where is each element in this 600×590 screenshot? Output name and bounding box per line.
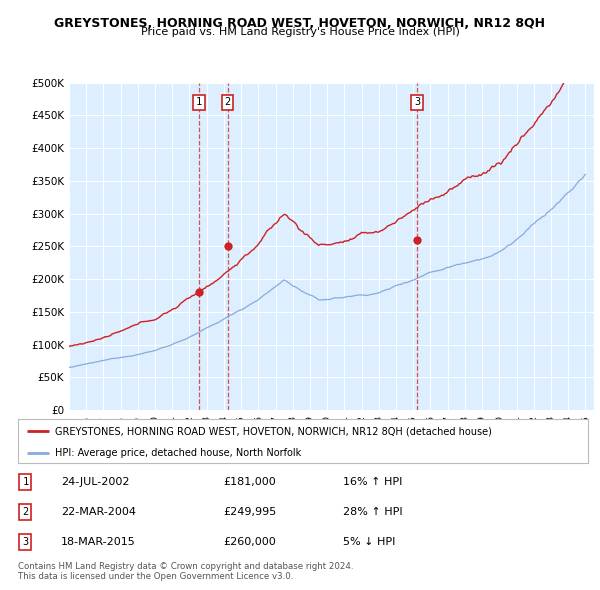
Text: 16% ↑ HPI: 16% ↑ HPI (343, 477, 402, 487)
Text: 3: 3 (414, 97, 420, 107)
Text: GREYSTONES, HORNING ROAD WEST, HOVETON, NORWICH, NR12 8QH (detached house): GREYSTONES, HORNING ROAD WEST, HOVETON, … (55, 427, 492, 436)
Text: £249,995: £249,995 (223, 507, 277, 517)
Text: 1: 1 (196, 97, 202, 107)
Text: 2: 2 (22, 507, 29, 517)
Text: GREYSTONES, HORNING ROAD WEST, HOVETON, NORWICH, NR12 8QH: GREYSTONES, HORNING ROAD WEST, HOVETON, … (55, 17, 545, 30)
Text: Price paid vs. HM Land Registry's House Price Index (HPI): Price paid vs. HM Land Registry's House … (140, 27, 460, 37)
Text: 18-MAR-2015: 18-MAR-2015 (61, 537, 136, 547)
Text: 22-MAR-2004: 22-MAR-2004 (61, 507, 136, 517)
Text: Contains HM Land Registry data © Crown copyright and database right 2024.
This d: Contains HM Land Registry data © Crown c… (18, 562, 353, 581)
Text: 28% ↑ HPI: 28% ↑ HPI (343, 507, 403, 517)
Text: 1: 1 (22, 477, 29, 487)
Text: 5% ↓ HPI: 5% ↓ HPI (343, 537, 395, 547)
Text: HPI: Average price, detached house, North Norfolk: HPI: Average price, detached house, Nort… (55, 448, 301, 458)
Text: £260,000: £260,000 (223, 537, 276, 547)
Text: 24-JUL-2002: 24-JUL-2002 (61, 477, 129, 487)
Text: £181,000: £181,000 (223, 477, 276, 487)
Text: 3: 3 (22, 537, 29, 547)
Text: 2: 2 (224, 97, 231, 107)
